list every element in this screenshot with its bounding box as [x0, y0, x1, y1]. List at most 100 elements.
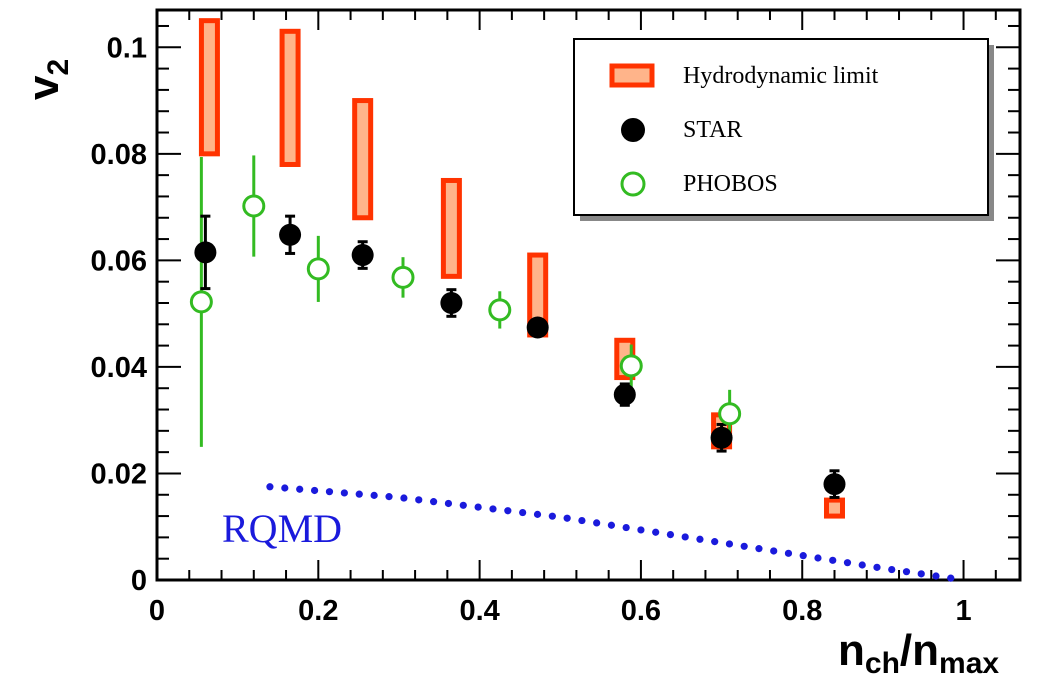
rqmd-dot [459, 501, 467, 509]
x-tick-label: 0 [149, 595, 165, 627]
legend: Hydrodynamic limit STAR PHOBOS [573, 38, 994, 221]
y-tick-label: 0 [131, 565, 147, 597]
x-label-sub1: ch [865, 647, 900, 677]
rqmd-dot [325, 488, 334, 496]
rqmd-curve [266, 483, 955, 582]
rqmd-dot [843, 559, 852, 567]
x-axis-label: nch/nmax [838, 626, 999, 677]
rqmd-dot [725, 540, 734, 548]
rqmd-dot [578, 516, 586, 525]
star-point [526, 316, 549, 339]
rqmd-dot [902, 568, 911, 576]
rqmd-dot [666, 531, 675, 539]
x-tick-label: 1 [955, 595, 971, 627]
rqmd-dot [593, 519, 601, 527]
star-point [279, 223, 302, 246]
rqmd-dot [784, 549, 793, 557]
legend-label-phobos: PHOBOS [683, 171, 778, 197]
rqmd-dot [310, 486, 319, 495]
y-label-main: v [19, 75, 68, 100]
phobos-point [242, 194, 266, 218]
rqmd-dot [370, 491, 378, 499]
legend-label-hydro: Hydrodynamic limit [683, 63, 879, 89]
rqmd-dot [385, 493, 393, 501]
star-point [440, 291, 463, 314]
star-point [613, 383, 636, 406]
phobos-point [306, 257, 330, 281]
hydro-band [440, 177, 462, 279]
legend-symbols [609, 63, 655, 197]
plot-frame [155, 8, 1022, 582]
rqmd-dot [429, 498, 438, 506]
rqmd-dot [652, 528, 660, 536]
rqmd-dot [355, 490, 363, 498]
x-label-sub2: max [939, 647, 999, 677]
phobos-point [619, 354, 643, 378]
x-tick-label: 0.8 [782, 595, 822, 627]
rqmd-dot [474, 503, 482, 511]
y-axis-label: v2 [19, 59, 75, 100]
phobos-point [391, 265, 415, 289]
legend-label-star: STAR [683, 117, 742, 143]
rqmd-dot [563, 514, 571, 522]
rqmd-dot [932, 572, 940, 580]
y-tick-label: 0.08 [91, 139, 147, 171]
legend-symbol-phobos [620, 171, 646, 197]
rqmd-dot [296, 485, 304, 493]
star-point [823, 473, 846, 496]
rqmd-dot [548, 512, 556, 520]
rqmd-dot [799, 552, 807, 560]
x-label-slash: /n [900, 626, 939, 675]
phobos-point [718, 402, 742, 426]
rqmd-dot [504, 507, 512, 515]
data-series [189, 18, 846, 519]
x-tick-label: 0.4 [459, 595, 499, 627]
rqmd-dot [681, 533, 689, 541]
star-point [351, 244, 374, 267]
legend-symbol-hydro [609, 63, 655, 88]
rqmd-dot [622, 523, 630, 532]
rqmd-dot [696, 535, 704, 543]
rqmd-dot [888, 565, 896, 574]
y-tick-label: 0.06 [91, 245, 147, 277]
x-tick-label: 0.6 [621, 595, 661, 627]
rqmd-dot [637, 526, 645, 534]
rqmd-dot [281, 484, 289, 492]
rqmd-dot [519, 508, 527, 517]
rqmd-dot [814, 554, 822, 562]
rqmd-dot [740, 542, 748, 550]
star-point [194, 241, 217, 264]
hydro-band [823, 497, 845, 519]
hydro-band [279, 28, 301, 167]
tick-labels: 0 0.2 0.4 0.6 0.8 1 0 0.02 0.04 0.06 0.08 0.1 [91, 32, 972, 627]
y-label-sub: 2 [42, 59, 75, 76]
phobos-point [189, 290, 213, 314]
legend-symbol-star [621, 118, 645, 142]
rqmd-dot [400, 494, 408, 502]
hydro-band [352, 98, 374, 221]
rqmd-dot [533, 510, 542, 518]
rqmd-dot [829, 556, 837, 564]
rqmd-dot [755, 545, 763, 553]
rqmd-dot [917, 570, 925, 578]
rqmd-label: RQMD [222, 506, 342, 551]
rqmd-dot [266, 483, 274, 491]
rqmd-dot [340, 489, 348, 497]
rqmd-dot [858, 561, 866, 569]
hydro-band [198, 18, 220, 157]
rqmd-dot [489, 505, 497, 513]
star-point [710, 426, 733, 449]
y-tick-label: 0.02 [91, 458, 147, 490]
rqmd-dot [607, 521, 616, 529]
rqmd-dot [770, 547, 778, 555]
x-tick-label: 0.2 [298, 595, 338, 627]
rqmd-dot [444, 499, 453, 508]
x-label-main: n [838, 626, 865, 675]
axis-ticks [156, 10, 1020, 581]
y-tick-label: 0.04 [91, 352, 147, 384]
rqmd-dot [947, 574, 955, 582]
rqmd-dot [415, 496, 423, 504]
phobos-point [488, 298, 512, 322]
rqmd-dot [873, 563, 881, 571]
